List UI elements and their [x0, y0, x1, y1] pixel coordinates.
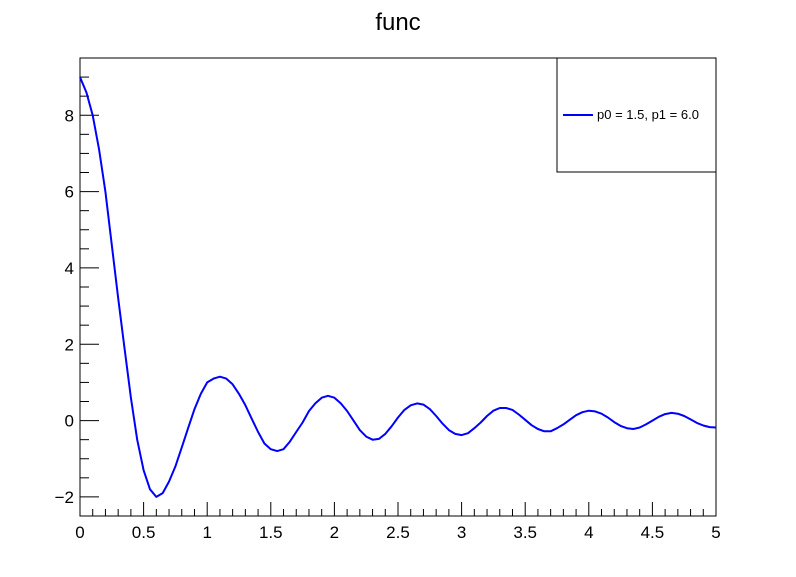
x-tick-label: 4.5 [641, 523, 665, 542]
y-tick-label: 6 [65, 183, 74, 202]
x-tick-label: 3 [457, 523, 466, 542]
y-tick-label: 2 [65, 335, 74, 354]
legend-entry-label: p0 = 1.5, p1 = 6.0 [597, 107, 699, 122]
x-tick-label: 1 [202, 523, 211, 542]
x-tick-label: 5 [711, 523, 720, 542]
x-tick-label: 1.5 [259, 523, 283, 542]
x-tick-label: 2 [330, 523, 339, 542]
chart-title: func [375, 9, 420, 36]
x-tick-label: 3.5 [513, 523, 537, 542]
y-tick-label: 0 [65, 412, 74, 431]
x-tick-label: 2.5 [386, 523, 410, 542]
y-tick-label: −2 [55, 488, 74, 507]
x-axis: 0 0.5 1 1.5 2 2.5 3 3.5 4 4.5 5 [75, 502, 721, 542]
y-axis: −2 0 2 4 6 8 [55, 57, 99, 517]
legend: p0 = 1.5, p1 = 6.0 [556, 57, 717, 173]
series-line-0 [79, 76, 717, 498]
y-tick-label: 8 [65, 106, 74, 125]
x-tick-label: 0 [75, 523, 84, 542]
x-tick-label: 0.5 [132, 523, 156, 542]
x-tick-label: 4 [584, 523, 593, 542]
series-layer [79, 76, 717, 498]
y-tick-label: 4 [65, 259, 74, 278]
